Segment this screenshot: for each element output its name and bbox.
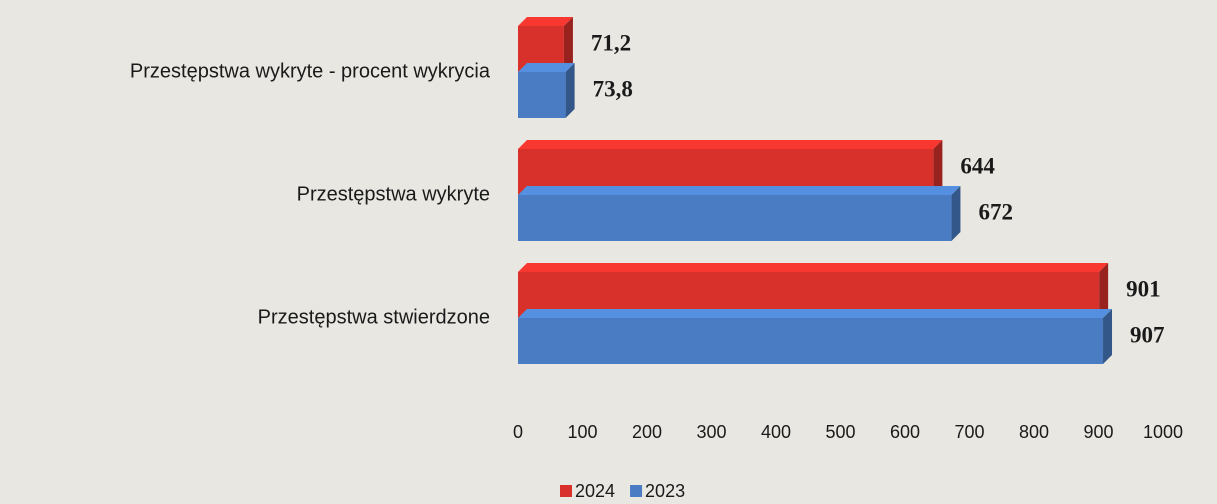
- x-tick-label: 900: [1083, 422, 1113, 442]
- bar-top-face: [518, 140, 943, 149]
- category-label: Przestępstwa stwierdzone: [258, 306, 490, 328]
- x-tick-label: 100: [567, 422, 597, 442]
- category-label: Przestępstwa wykryte - procent wykrycia: [130, 60, 491, 82]
- x-tick-label: 800: [1019, 422, 1049, 442]
- bar-top-face: [518, 186, 961, 195]
- x-tick-label: 600: [890, 422, 920, 442]
- value-label: 901: [1126, 276, 1161, 301]
- bar-top-face: [518, 263, 1109, 272]
- value-label: 907: [1130, 322, 1165, 347]
- category-label: Przestępstwa wykryte: [297, 183, 490, 205]
- legend-swatch: [560, 485, 572, 497]
- legend-label: 2023: [645, 481, 685, 501]
- x-tick-label: 500: [825, 422, 855, 442]
- bar: [518, 318, 1104, 364]
- value-label: 672: [978, 199, 1013, 224]
- bar-top-face: [518, 309, 1113, 318]
- bar-side-face: [565, 63, 575, 118]
- x-tick-label: 200: [632, 422, 662, 442]
- x-tick-label: 1000: [1143, 422, 1183, 442]
- bar-side-face: [1103, 309, 1113, 364]
- bar-side-face: [933, 140, 943, 195]
- x-tick-label: 0: [513, 422, 523, 442]
- x-tick-label: 700: [954, 422, 984, 442]
- legend-swatch: [630, 485, 643, 497]
- legend-label: 2024: [575, 481, 615, 501]
- bar-side-face: [1099, 263, 1109, 318]
- bar-top-face: [518, 63, 575, 72]
- bar-top-face: [518, 17, 573, 26]
- value-label: 644: [960, 153, 995, 178]
- x-tick-label: 300: [696, 422, 726, 442]
- value-label: 73,8: [593, 76, 633, 101]
- x-tick-label: 400: [761, 422, 791, 442]
- bar: [518, 72, 566, 118]
- value-label: 71,2: [591, 30, 631, 55]
- bar-side-face: [563, 17, 573, 72]
- bar-side-face: [951, 186, 961, 241]
- bar: [518, 195, 952, 241]
